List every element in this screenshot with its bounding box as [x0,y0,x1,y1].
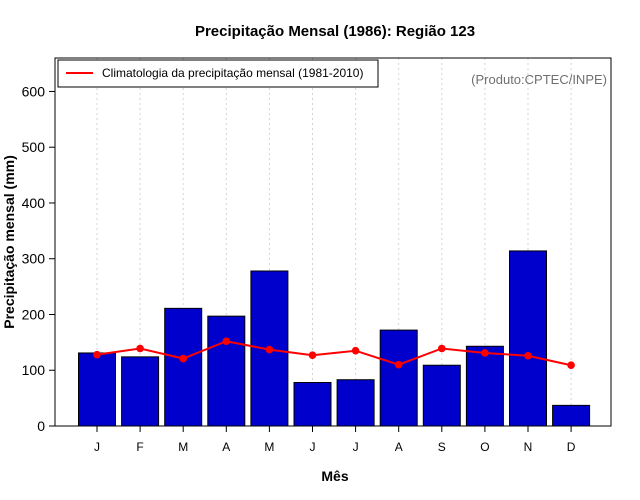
bar-9 [465,345,504,427]
bars [78,250,591,427]
climatology-polyline [96,340,572,367]
legend: Climatologia da precipitação mensal (198… [57,59,379,88]
y-axis: 0 100 200 300 400 500 600 [22,83,55,434]
x-tick-label-8: S [438,440,446,454]
x-axis-label: Mês [321,468,348,484]
credit-annotation: (Produto:CPTEC/INPE) [471,72,607,87]
climatology-point-9 [481,349,489,357]
bar-1 [121,356,160,427]
chart-title: Precipitação Mensal (1986): Região 123 [195,23,475,40]
y-axis-label: Precipitação mensal (mm) [1,155,17,329]
bar-11 [552,404,591,427]
bar-8 [422,364,461,427]
x-tick-label-9: O [480,440,489,454]
climatology-point-11 [567,361,575,370]
y-tick-label-1: 100 [22,362,46,378]
climatology-point-3 [222,337,231,346]
y-tick-label-0: 0 [37,418,45,434]
climatology-point-8 [438,344,446,353]
bar-3 [207,315,246,427]
climatology-point-6 [351,346,360,355]
climatology-point-7 [394,360,403,369]
x-tick-label-10: N [524,440,533,454]
x-tick-label-11: D [567,440,576,454]
climatology-point-5 [308,351,317,359]
legend-entry: Climatologia da precipitação mensal (198… [102,66,363,80]
bar-7 [379,329,418,427]
bar-6 [336,379,375,427]
climatology-point-2 [179,354,187,363]
bar-2 [164,307,203,427]
x-tick-label-2: M [178,440,188,454]
climatology-point-10 [524,351,532,360]
climatology-point-4 [265,345,274,354]
y-tick-label-3: 300 [22,251,46,267]
climatology-point-0 [93,350,101,359]
bar-0 [78,352,116,427]
x-tick-label-6: J [353,440,359,454]
x-tick-label-3: A [222,440,230,454]
y-tick-label-6: 600 [22,83,46,99]
climatology-point-1 [136,344,144,353]
bar-10 [509,250,547,427]
legend-box [57,59,379,88]
y-tick-label-2: 200 [22,306,46,322]
bar-5 [293,382,332,427]
x-tick-label-1: F [136,440,143,454]
y-tick-label-4: 400 [22,195,46,211]
x-tick-label-0: J [94,440,100,454]
climatology-line [93,337,575,370]
x-tick-label-7: A [395,440,403,454]
y-tick-label-5: 500 [22,139,46,155]
plot-border [54,57,612,427]
x-tick-label-4: M [264,440,274,454]
x-tick-label-5: J [310,440,316,454]
